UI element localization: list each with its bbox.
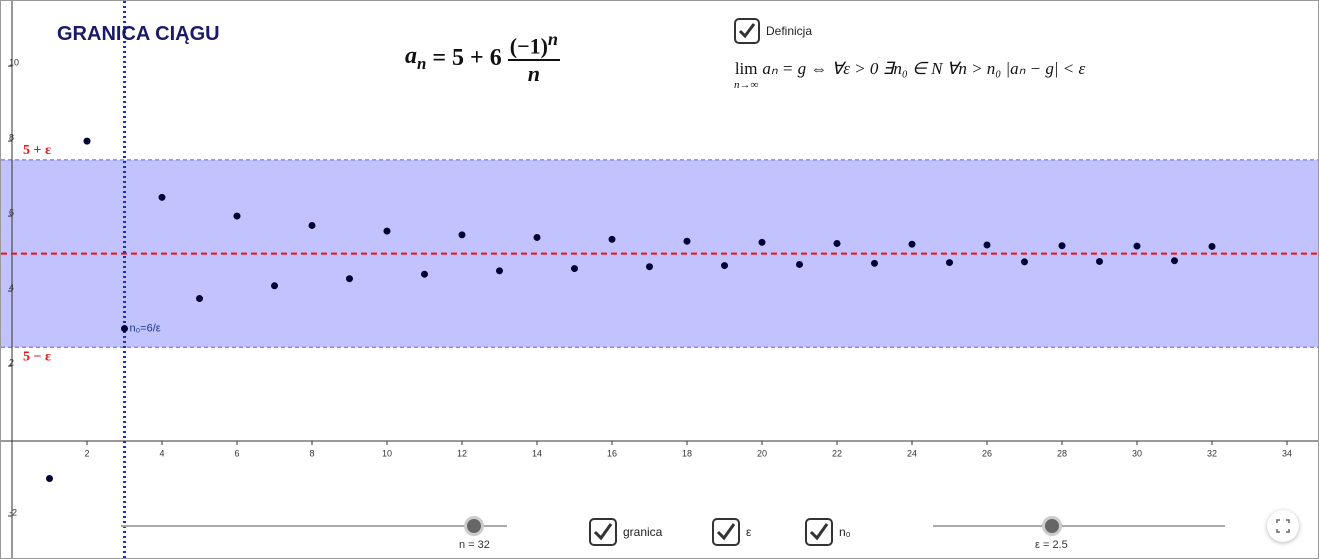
checkbox[interactable] (712, 518, 740, 546)
point (46, 475, 53, 483)
point (346, 275, 353, 283)
epsilon-band (1, 159, 1318, 348)
fullscreen-button[interactable] (1267, 510, 1299, 542)
y-tick-label: -2 (9, 507, 17, 517)
point (796, 260, 803, 268)
formula: an = 5 + 6 (−1)n n (405, 29, 561, 87)
point (1096, 257, 1103, 265)
point (683, 237, 691, 245)
chart-title: GRANICA CIĄGU (57, 23, 220, 45)
point (946, 259, 953, 267)
formula-text: n (417, 53, 427, 73)
x-tick-label: 4 (159, 448, 164, 458)
x-tick-label: 24 (907, 448, 917, 458)
n-slider[interactable] (121, 525, 507, 527)
definition-checkbox[interactable]: Definicja (734, 18, 812, 44)
point (308, 221, 316, 229)
n0-label: n₀=6/ε (130, 322, 161, 334)
slider-label: n = 32 (459, 539, 490, 551)
point (608, 235, 616, 243)
point (908, 240, 916, 248)
point (1208, 242, 1216, 250)
x-tick-label: 34 (1282, 448, 1292, 458)
point (458, 231, 466, 239)
x-tick-label: 8 (309, 448, 314, 458)
n0-checkbox[interactable]: n₀ (805, 518, 851, 546)
y-tick-label: 6 (9, 207, 14, 217)
x-tick-label: 22 (832, 448, 842, 458)
point (571, 265, 578, 273)
formula-text: (−1) (509, 33, 548, 59)
point (533, 233, 541, 241)
point (1171, 257, 1178, 265)
fraction: (−1)n n (507, 29, 561, 87)
y-tick-label: 4 (9, 282, 14, 292)
formula-text: a (405, 42, 417, 69)
point (83, 137, 91, 145)
point (496, 267, 503, 275)
x-tick-label: 20 (757, 448, 767, 458)
checkbox[interactable] (805, 518, 833, 546)
x-tick-label: 28 (1057, 448, 1067, 458)
point (646, 263, 653, 271)
checkbox-label: granica (623, 525, 663, 539)
y-tick-label: 8 (9, 132, 14, 142)
band-label: 5 + ε (23, 143, 51, 158)
lim-sub: n→∞ (734, 79, 759, 91)
epsilon-slider[interactable] (933, 525, 1225, 527)
granica-checkbox[interactable]: granica (589, 518, 662, 546)
point (421, 270, 428, 278)
point (721, 262, 728, 270)
point (383, 227, 391, 235)
checkbox[interactable] (734, 18, 760, 44)
x-tick-label: 10 (382, 448, 392, 458)
x-tick-label: 16 (607, 448, 617, 458)
slider-knob[interactable] (1042, 516, 1062, 536)
point (758, 238, 766, 246)
y-tick-label: 2 (9, 357, 14, 367)
checkbox-label: ε (746, 525, 752, 539)
point (196, 295, 203, 303)
formula-text: n (527, 61, 541, 87)
checkbox[interactable] (589, 518, 617, 546)
formula-text: = 5 + 6 (432, 44, 502, 71)
lim: lim n→∞ (734, 59, 758, 91)
point (233, 212, 241, 220)
point (1133, 242, 1141, 250)
point (871, 259, 878, 267)
definition: lim n→∞ aₙ = g ⇔ ∀ε > 0 ∃n₀ ∈ N ∀n > n₀ |… (734, 59, 1085, 91)
point (121, 325, 128, 333)
point (271, 282, 278, 290)
numerator: (−1)n (507, 29, 561, 62)
slider-label: ε = 2.5 (1035, 539, 1068, 551)
x-tick-label: 12 (457, 448, 467, 458)
lim-text: lim (734, 59, 758, 78)
x-tick-label: 14 (532, 448, 542, 458)
point (1021, 258, 1028, 266)
checkbox-label: Definicja (766, 24, 813, 38)
band-label: 5 − ε (23, 350, 51, 365)
checkbox-label: n₀ (839, 525, 851, 539)
formula-lhs: an (405, 43, 426, 74)
formula-text: n (547, 29, 559, 49)
epsilon-checkbox[interactable]: ε (712, 518, 751, 546)
point (833, 239, 841, 247)
point (983, 241, 991, 249)
point (158, 193, 166, 201)
x-tick-label: 18 (682, 448, 692, 458)
x-tick-label: 26 (982, 448, 992, 458)
slider-knob[interactable] (464, 516, 484, 536)
x-tick-label: 2 (84, 448, 89, 458)
fullscreen-icon (1276, 519, 1290, 533)
definition-text: aₙ = g ⇔ ∀ε > 0 ∃n₀ ∈ N ∀n > n₀ |aₙ − g|… (762, 59, 1086, 78)
y-tick-label: 10 (9, 57, 19, 67)
x-tick-label: 6 (234, 448, 239, 458)
point (1058, 242, 1066, 250)
x-tick-label: 32 (1207, 448, 1217, 458)
x-tick-label: 30 (1132, 448, 1142, 458)
